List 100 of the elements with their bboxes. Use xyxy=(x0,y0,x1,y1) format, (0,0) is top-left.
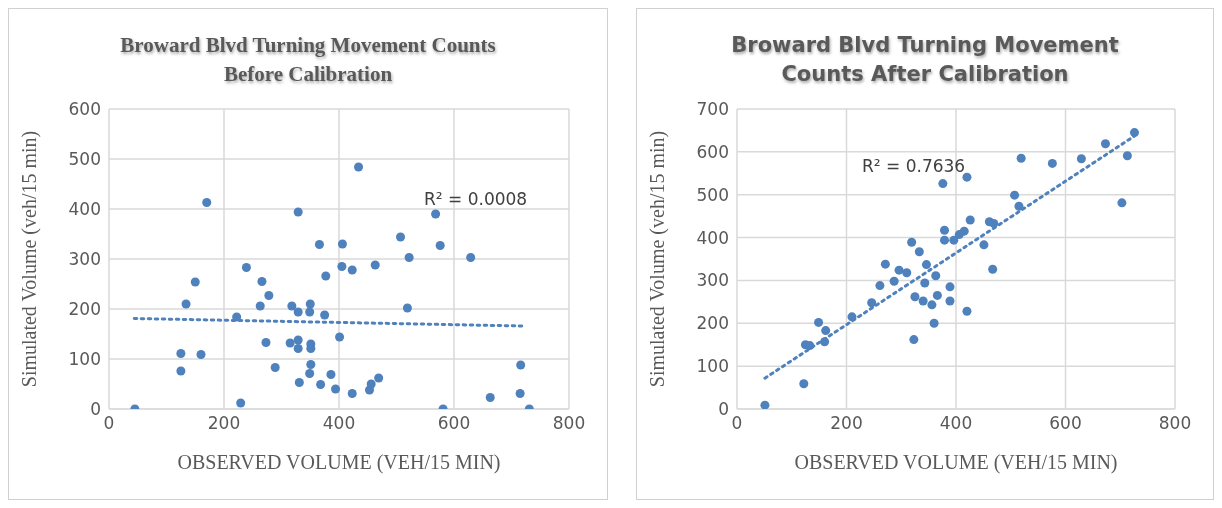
point xyxy=(799,379,809,389)
point xyxy=(515,388,525,399)
point xyxy=(1117,198,1127,208)
y-tick-label: 100 xyxy=(696,356,729,377)
point xyxy=(910,292,920,302)
point xyxy=(190,277,200,287)
point xyxy=(965,215,975,225)
point xyxy=(374,373,384,383)
point xyxy=(1047,158,1057,168)
x-tick-label: 400 xyxy=(322,413,356,434)
y-tick-label: 200 xyxy=(696,313,729,334)
point xyxy=(921,260,931,270)
point xyxy=(962,306,972,316)
y-tick-label: 600 xyxy=(68,99,101,120)
point xyxy=(979,240,989,250)
x-tick-label: 0 xyxy=(103,413,115,434)
point xyxy=(370,260,380,270)
point xyxy=(402,303,412,313)
y-tick-label: 0 xyxy=(718,399,729,420)
point xyxy=(337,239,347,249)
point xyxy=(236,398,246,408)
point xyxy=(202,197,212,208)
point xyxy=(337,261,347,272)
point xyxy=(285,338,295,348)
point xyxy=(293,335,303,345)
point xyxy=(316,379,326,390)
point xyxy=(931,271,941,281)
point xyxy=(889,276,899,286)
y-axis-title: Simulated Volume (veh/15 min) xyxy=(18,130,42,388)
x-tick-label: 400 xyxy=(939,413,973,434)
point xyxy=(814,317,824,327)
point xyxy=(404,252,414,263)
point xyxy=(914,247,924,257)
point xyxy=(305,299,315,309)
y-tick-label: 200 xyxy=(68,299,101,320)
point xyxy=(466,252,476,263)
point xyxy=(1010,190,1020,200)
point xyxy=(354,162,364,172)
point xyxy=(181,299,191,309)
point xyxy=(929,318,939,328)
point xyxy=(1076,154,1086,164)
x-axis-title: OBSERVED VOLUME (VEH/15 MIN) xyxy=(794,451,1118,474)
point xyxy=(287,301,297,311)
x-tick-label: 600 xyxy=(437,413,471,434)
point xyxy=(907,237,917,247)
point xyxy=(255,301,265,311)
point xyxy=(293,307,303,317)
y-axis-title: Simulated Volume (veh/15 min) xyxy=(646,130,670,388)
annotation: R² = 0.0008 xyxy=(424,189,528,209)
y-tick-label: 500 xyxy=(68,149,101,170)
x-tick-label: 800 xyxy=(1158,413,1192,434)
point xyxy=(320,310,330,320)
point xyxy=(1016,153,1026,163)
y-tick-label: 300 xyxy=(68,249,101,270)
point xyxy=(867,298,877,308)
point xyxy=(945,282,955,292)
x-axis-title: OBSERVED VOLUME (VEH/15 MIN) xyxy=(177,451,501,474)
point xyxy=(435,240,445,251)
point xyxy=(920,278,930,288)
point xyxy=(932,290,942,300)
point xyxy=(909,335,919,345)
point xyxy=(760,400,770,409)
point xyxy=(902,268,912,278)
point xyxy=(962,172,972,182)
point xyxy=(396,232,406,242)
point xyxy=(485,392,495,403)
point xyxy=(366,379,376,389)
point xyxy=(1100,139,1110,149)
point xyxy=(949,235,959,245)
point xyxy=(314,239,324,250)
point xyxy=(331,384,341,394)
x-tick-label: 0 xyxy=(731,413,743,434)
point xyxy=(176,348,186,359)
y-tick-label: 0 xyxy=(90,399,101,420)
point xyxy=(347,388,357,399)
point xyxy=(293,343,303,354)
point xyxy=(347,265,357,275)
point xyxy=(939,225,950,235)
point xyxy=(264,290,274,301)
point xyxy=(516,360,526,370)
x-tick-label: 200 xyxy=(207,413,241,434)
point xyxy=(196,349,206,360)
point xyxy=(918,296,928,306)
point xyxy=(927,300,937,310)
point xyxy=(335,332,345,342)
y-tick-label: 300 xyxy=(696,270,729,291)
x-tick-label: 800 xyxy=(552,413,586,434)
point xyxy=(270,362,280,373)
point xyxy=(305,307,315,317)
annotation: R² = 0.7636 xyxy=(862,156,966,176)
point xyxy=(326,369,336,380)
point xyxy=(945,296,955,306)
point xyxy=(880,259,890,269)
y-tick-label: 100 xyxy=(68,349,101,370)
point xyxy=(939,235,950,245)
x-tick-label: 200 xyxy=(830,413,863,434)
y-tick-label: 600 xyxy=(696,141,729,162)
point xyxy=(257,276,267,287)
point xyxy=(261,337,271,348)
point xyxy=(293,207,303,217)
